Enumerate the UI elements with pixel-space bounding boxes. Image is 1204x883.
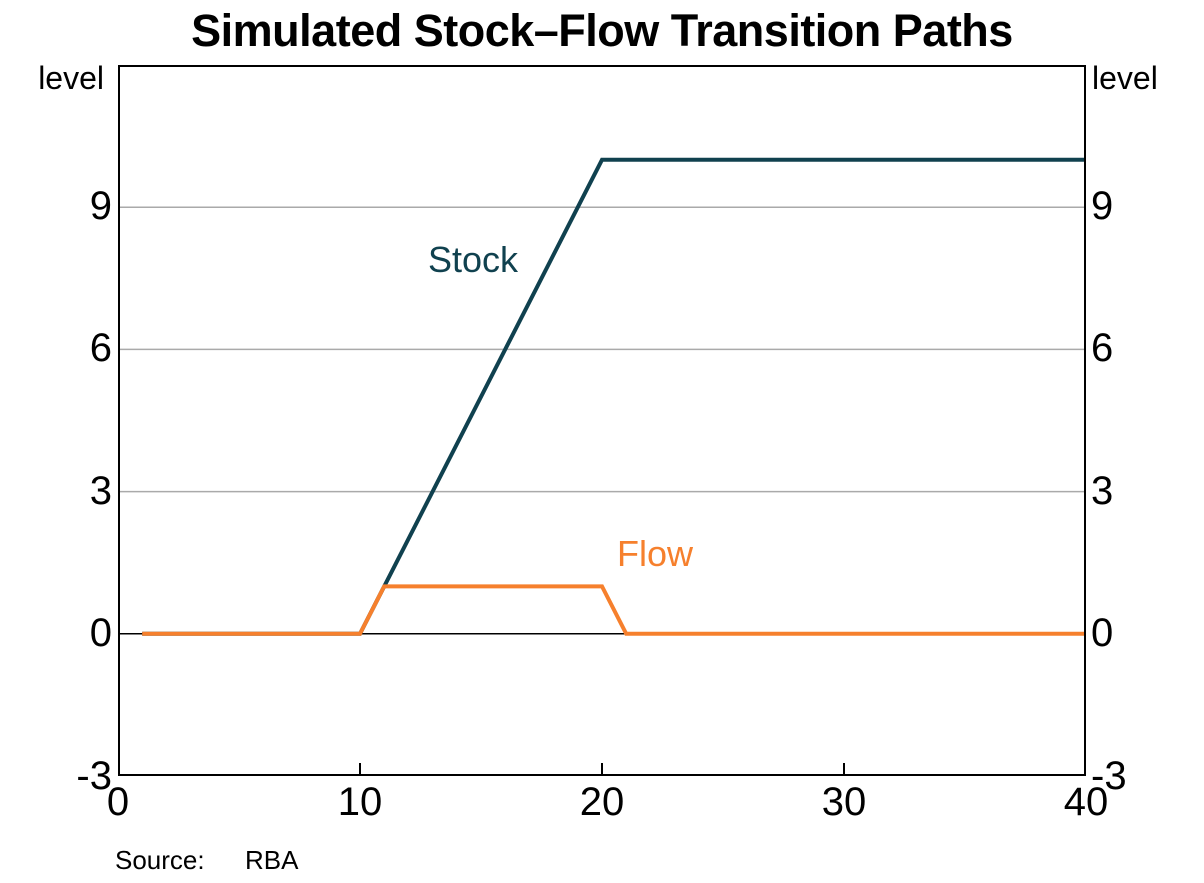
source-row: Source: RBA [115,845,298,875]
x-tick-label-20: 20 [579,780,625,824]
y-tick-label-left-neg3: -3 [76,754,112,798]
x-tick-label-30: 30 [821,780,867,824]
y-tick-label-right-6: 6 [1091,326,1114,370]
stock-line [142,157,1086,636]
y-tick-label-right-neg3: -3 [1091,754,1127,798]
source-label: Source: [115,845,205,875]
y-tick-label-right-9: 9 [1091,184,1114,228]
y-tick-label-right-3: 3 [1091,469,1114,513]
flow-line [142,584,1086,636]
plot-area [118,65,1086,776]
chart-title: Simulated Stock–Flow Transition Paths [191,5,1013,56]
y-tick-label-left-0: 0 [89,611,112,655]
plot-border [118,65,1086,776]
y-tick-label-left-6: 6 [89,326,112,370]
y-tick-label-right-0: 0 [1091,611,1114,655]
x-tick-label-0: 0 [106,780,130,824]
y-tick-label-left-9: 9 [89,184,112,228]
source-value: RBA [245,845,299,875]
y-axis-unit-right: level [1092,60,1158,96]
y-axis-unit-left: level [38,60,104,96]
x-tick-label-40: 40 [1063,780,1109,824]
x-tick-label-10: 10 [337,780,383,824]
flow-series-label: Flow [617,533,694,574]
stock-series-label: Stock [428,239,519,280]
y-tick-label-left-3: 3 [89,469,112,513]
